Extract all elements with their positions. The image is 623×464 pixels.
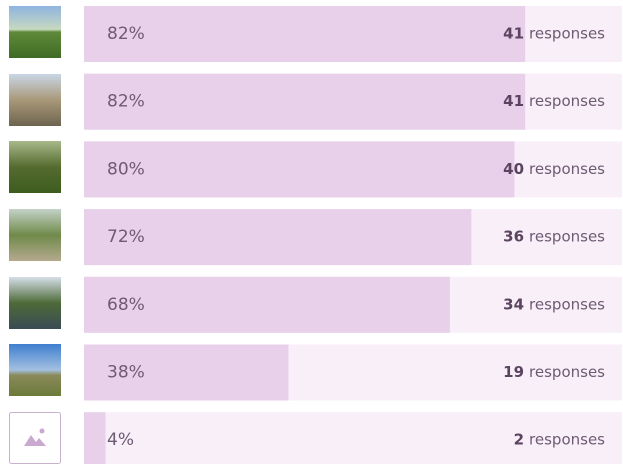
bar xyxy=(84,6,526,62)
response-count: 40 responses xyxy=(503,160,605,178)
count-unit: responses xyxy=(529,363,605,381)
thumbnail[interactable] xyxy=(9,209,61,261)
count: 2 xyxy=(514,431,524,449)
bar xyxy=(84,73,526,130)
response-count: 36 responses xyxy=(503,228,605,246)
count-unit: responses xyxy=(529,431,605,449)
count-unit: responses xyxy=(529,295,605,313)
percent-label: 72% xyxy=(107,227,145,247)
response-count: 34 responses xyxy=(503,295,605,313)
thumbnail[interactable] xyxy=(9,344,61,396)
thumbnail[interactable] xyxy=(9,74,61,126)
percent-label: 82% xyxy=(107,92,145,112)
count-unit: responses xyxy=(529,228,605,246)
percent-label: 4% xyxy=(107,430,134,450)
count: 34 xyxy=(503,295,524,313)
percent-label: 82% xyxy=(107,24,145,44)
bar xyxy=(84,344,289,401)
count: 41 xyxy=(503,92,524,110)
thumbnail[interactable] xyxy=(9,277,61,329)
bar-track xyxy=(84,412,622,464)
image-placeholder[interactable] xyxy=(9,412,61,464)
count-unit: responses xyxy=(529,92,605,110)
thumbnail[interactable] xyxy=(9,6,61,58)
percent-label: 80% xyxy=(107,159,145,179)
count-unit: responses xyxy=(529,160,605,178)
bar xyxy=(84,412,106,464)
percent-label: 38% xyxy=(107,363,145,383)
response-count: 2 responses xyxy=(514,431,606,449)
count: 36 xyxy=(503,228,524,246)
bar xyxy=(84,276,450,333)
thumbnails xyxy=(9,6,61,464)
response-count: 41 responses xyxy=(503,92,605,110)
bar xyxy=(84,209,472,266)
count-unit: responses xyxy=(529,25,605,43)
thumbnail[interactable] xyxy=(9,141,61,193)
percent-label: 68% xyxy=(107,295,145,315)
count: 40 xyxy=(503,160,524,178)
count: 41 xyxy=(503,25,524,43)
bar xyxy=(84,141,515,198)
response-count: 41 responses xyxy=(503,25,605,43)
response-count: 19 responses xyxy=(503,363,605,381)
count: 19 xyxy=(503,363,524,381)
